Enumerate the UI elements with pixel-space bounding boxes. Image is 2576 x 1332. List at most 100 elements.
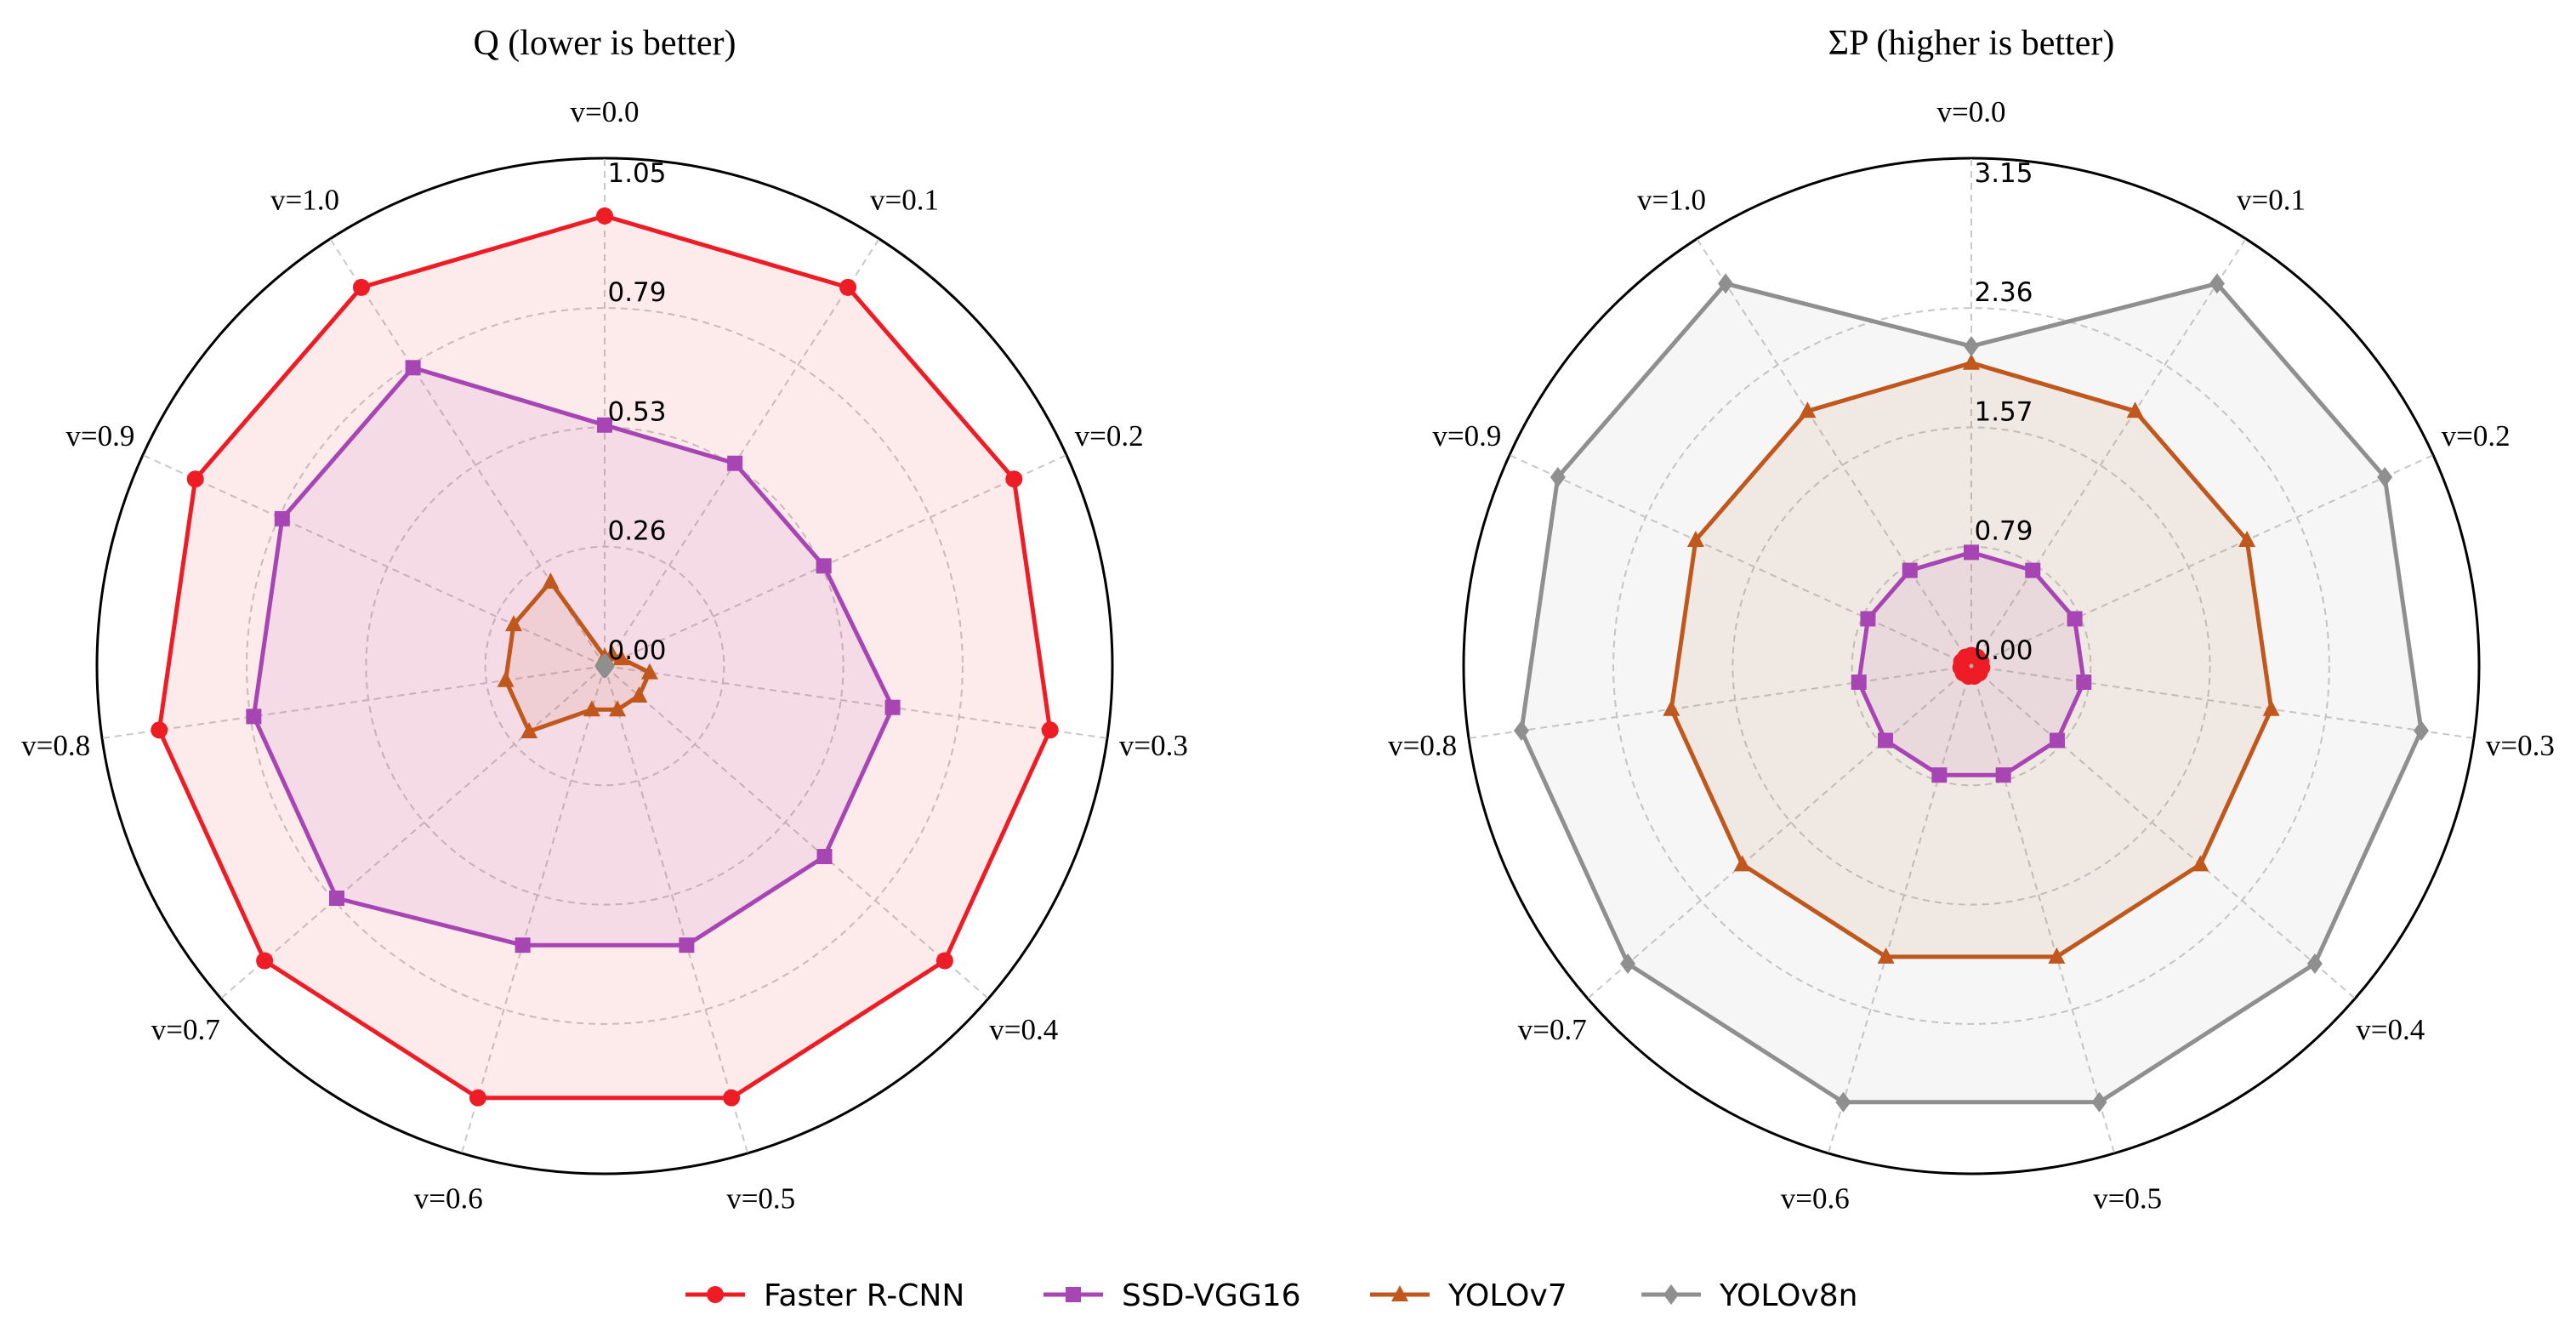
data-point-yolov7-4 bbox=[630, 686, 648, 703]
grid-spoke bbox=[1587, 665, 1972, 999]
legend-marker-yolov8n bbox=[1663, 1284, 1679, 1305]
data-point-yolov8n-0 bbox=[1964, 336, 1979, 357]
data-point-ssd-vgg16-2 bbox=[816, 558, 832, 574]
grid-spoke bbox=[1970, 665, 2475, 739]
data-point-yolov7-1 bbox=[2126, 401, 2144, 418]
data-point-yolov7-8 bbox=[1663, 699, 1680, 716]
data-point-ssd-vgg16-3 bbox=[2076, 675, 2092, 691]
data-point-ssd-vgg16-9 bbox=[1860, 611, 1876, 627]
series-fill-ssd-vgg16 bbox=[253, 367, 893, 946]
data-point-ssd-vgg16-9 bbox=[274, 510, 290, 527]
grid-spoke bbox=[604, 665, 749, 1154]
data-point-ssd-vgg16-10 bbox=[1902, 562, 1918, 578]
data-point-yolov8n-7 bbox=[1620, 953, 1636, 974]
chart-title: Q (lower is better) bbox=[473, 24, 736, 63]
data-point-faster-r-cnn-8 bbox=[151, 721, 168, 739]
category-label-v-0-7: v=0.7 bbox=[1518, 1013, 1587, 1046]
data-point-faster-r-cnn-10 bbox=[1957, 648, 1975, 666]
data-point-yolov7-5 bbox=[2048, 947, 2066, 964]
data-point-ssd-vgg16-1 bbox=[2025, 562, 2041, 578]
grid-spoke bbox=[604, 454, 1067, 667]
grid-circle bbox=[246, 307, 964, 1025]
legend-label-ssd-vgg16: SSD-VGG16 bbox=[1122, 1278, 1301, 1313]
data-point-ssd-vgg16-2 bbox=[2067, 611, 2083, 627]
series-line-ssd-vgg16 bbox=[251, 365, 896, 948]
data-point-ssd-vgg16-4 bbox=[816, 848, 833, 864]
grid-spoke bbox=[220, 665, 606, 999]
legend-label-faster-r-cnn: Faster R-CNN bbox=[764, 1278, 964, 1313]
data-point-yolov7-6 bbox=[583, 700, 600, 717]
category-label-v-0-9: v=0.9 bbox=[1432, 419, 1501, 453]
grid-spoke bbox=[1827, 665, 1972, 1154]
data-point-ssd-vgg16-0 bbox=[1964, 544, 1979, 561]
legend-label-yolov7: YOLOv7 bbox=[1447, 1278, 1567, 1313]
data-point-ssd-vgg16-7 bbox=[328, 890, 344, 906]
grid-spoke bbox=[1468, 665, 1972, 739]
data-point-yolov7-5 bbox=[609, 700, 627, 717]
data-point-yolov7-6 bbox=[1877, 947, 1895, 964]
data-point-yolov7-2 bbox=[2238, 530, 2256, 547]
outer-ring bbox=[95, 157, 1114, 1175]
data-point-yolov8n-9 bbox=[1550, 466, 1566, 487]
radial-tick-label: 0.26 bbox=[607, 516, 666, 547]
grid-spoke bbox=[101, 665, 606, 739]
data-point-ssd-vgg16-7 bbox=[1878, 732, 1894, 749]
data-point-yolov8n-6 bbox=[1835, 1091, 1851, 1113]
grid-spoke bbox=[604, 665, 989, 999]
grid-spoke bbox=[142, 454, 606, 667]
data-point-yolov8n-1 bbox=[2209, 273, 2225, 294]
series-fill-yolov7 bbox=[505, 582, 650, 731]
radial-tick-label: 0.00 bbox=[607, 635, 666, 666]
data-point-yolov7-9 bbox=[505, 615, 523, 632]
category-label-v-0-6: v=0.6 bbox=[1781, 1182, 1850, 1215]
category-label-v-0-8: v=0.8 bbox=[1388, 729, 1457, 762]
grid-circle bbox=[1612, 307, 2330, 1025]
data-point-faster-r-cnn-1 bbox=[839, 278, 857, 296]
category-label-v-0-9: v=0.9 bbox=[65, 419, 134, 453]
grid-spoke bbox=[1970, 665, 2356, 999]
grid-spoke bbox=[1509, 454, 1972, 667]
data-point-yolov7-3 bbox=[2262, 699, 2280, 716]
category-label-v-0-1: v=0.1 bbox=[870, 184, 939, 217]
series-line-ssd-vgg16 bbox=[1857, 549, 2086, 777]
data-point-yolov7-4 bbox=[2192, 855, 2209, 872]
category-label-v-1-0: v=1.0 bbox=[270, 184, 339, 217]
data-point-yolov8n-10 bbox=[595, 653, 611, 675]
data-point-faster-r-cnn-7 bbox=[256, 952, 274, 970]
legend-marker-yolov7 bbox=[1391, 1285, 1408, 1301]
category-label-v-0-5: v=0.5 bbox=[2093, 1182, 2162, 1215]
data-point-ssd-vgg16-4 bbox=[2049, 732, 2065, 749]
legend-marker-faster-r-cnn bbox=[707, 1286, 724, 1303]
data-point-yolov8n-5 bbox=[2091, 1091, 2107, 1113]
data-point-ssd-vgg16-10 bbox=[405, 360, 421, 376]
category-label-v-0-4: v=0.4 bbox=[2356, 1013, 2425, 1046]
data-point-yolov8n-4 bbox=[2306, 953, 2323, 974]
data-point-faster-r-cnn-5 bbox=[723, 1089, 741, 1107]
data-point-yolov7-9 bbox=[1686, 530, 1704, 547]
category-label-v-0-1: v=0.1 bbox=[2237, 184, 2306, 217]
data-point-yolov7-0 bbox=[1963, 353, 1980, 370]
grid-spoke bbox=[604, 238, 880, 667]
legend-label-yolov8n: YOLOv8n bbox=[1719, 1278, 1858, 1313]
category-label-v-0-4: v=0.4 bbox=[989, 1013, 1058, 1046]
radial-tick-label: 0.00 bbox=[1974, 635, 2033, 666]
grid-spoke bbox=[1970, 454, 2434, 667]
data-point-yolov8n-8 bbox=[1513, 720, 1529, 742]
data-point-ssd-vgg16-6 bbox=[515, 937, 531, 953]
series-line-faster-r-cnn bbox=[156, 213, 1053, 1101]
outer-ring bbox=[1462, 157, 2481, 1175]
data-point-yolov7-7 bbox=[520, 721, 538, 738]
chart-legend: Faster R-CNN SSD-VGG16 YOLOv7 YOLOv8n bbox=[685, 1278, 1858, 1313]
data-point-faster-r-cnn-2 bbox=[1005, 470, 1023, 488]
radial-tick-label: 2.36 bbox=[1974, 277, 2033, 308]
data-point-ssd-vgg16-0 bbox=[597, 417, 612, 433]
data-point-ssd-vgg16-5 bbox=[679, 937, 695, 953]
data-point-faster-r-cnn-0 bbox=[596, 207, 613, 225]
data-point-yolov7-10 bbox=[1799, 401, 1817, 418]
data-point-yolov8n-3 bbox=[2414, 720, 2430, 742]
data-point-faster-r-cnn-9 bbox=[186, 470, 204, 488]
data-point-faster-r-cnn-3 bbox=[1041, 721, 1059, 739]
data-point-yolov7-7 bbox=[1733, 855, 1751, 872]
data-point-ssd-vgg16-8 bbox=[246, 709, 262, 725]
radial-tick-label: 0.53 bbox=[607, 396, 666, 427]
